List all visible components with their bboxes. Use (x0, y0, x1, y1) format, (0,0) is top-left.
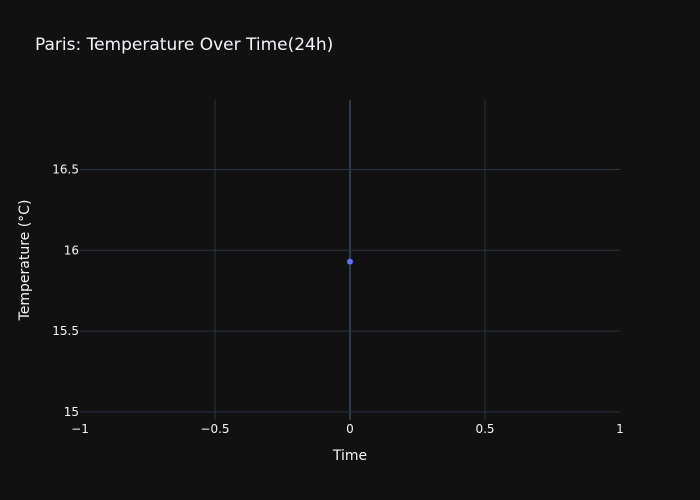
y-tick-label: 15.5 (52, 324, 79, 338)
x-tick-label: 0 (346, 422, 354, 436)
data-point[interactable] (347, 258, 353, 265)
x-tick-label: −1 (71, 422, 89, 436)
x-axis-title: Time (332, 448, 367, 464)
y-tick-label: 16 (64, 243, 79, 257)
chart-title: Paris: Temperature Over Time(24h) (35, 35, 333, 55)
y-axis-title: Temperature (°C) (17, 200, 33, 322)
grid (80, 100, 620, 420)
x-tick-label: −0.5 (200, 422, 229, 436)
x-axis-ticks: −1 −0.5 0 0.5 1 (71, 422, 624, 436)
x-tick-label: 0.5 (475, 422, 494, 436)
data-points[interactable] (347, 258, 353, 265)
x-tick-label: 1 (616, 422, 624, 436)
y-tick-label: 15 (64, 405, 79, 419)
y-axis-ticks: 15 15.5 16 16.5 (52, 162, 79, 418)
y-tick-label: 16.5 (52, 162, 79, 176)
